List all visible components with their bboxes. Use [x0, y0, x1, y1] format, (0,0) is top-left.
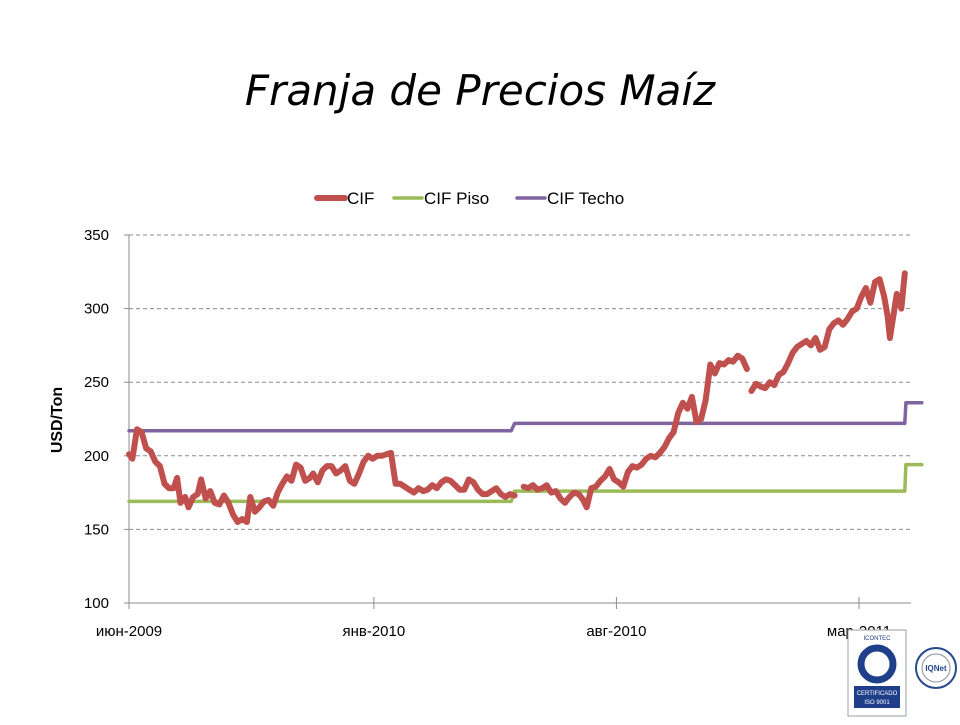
logos-svg: ICONTEC CERTIFICADO ISO 9001 IQNet: [847, 629, 957, 717]
legend-label: CIF Piso: [424, 189, 489, 208]
series-line-cif: [748, 270, 908, 394]
y-tick-label: 150: [84, 521, 109, 538]
axes: [124, 234, 911, 609]
series-line-cif: [126, 426, 518, 525]
series-lines: [126, 270, 924, 525]
y-tick-label: 300: [84, 301, 109, 318]
gridlines: [129, 234, 911, 530]
iqnet-text: IQNet: [925, 664, 947, 673]
slide-title: Franja de Precios Maíz: [244, 66, 716, 115]
y-tick-label: 200: [84, 448, 109, 465]
icontec-text: ICONTEC: [864, 636, 892, 642]
certification-logos: ICONTEC CERTIFICADO ISO 9001 IQNet: [846, 628, 960, 720]
legend-label: CIF: [347, 189, 374, 208]
series-line-cif: [520, 352, 750, 511]
x-tick-label: авг-2010: [586, 623, 646, 640]
icontec-iso-text: ISO 9001: [864, 700, 890, 706]
x-tick-label: июн-2009: [96, 623, 162, 640]
y-tick-label: 100: [84, 595, 109, 612]
y-tick-label: 250: [84, 374, 109, 391]
y-axis-label: USD/Ton: [49, 387, 66, 453]
icontec-logo: ICONTEC CERTIFICADO ISO 9001: [847, 629, 907, 717]
series-line-cif-techo: [127, 401, 924, 433]
icontec-band: [854, 686, 900, 708]
y-tick-label: 350: [84, 227, 109, 244]
y-tick-labels: 100 150 200 250 300 350: [84, 227, 109, 612]
legend: CIF CIF Piso CIF Techo: [314, 189, 624, 208]
series-line-cif-piso: [127, 462, 924, 504]
icontec-emblem-icon: [857, 644, 897, 684]
x-tick-label: янв-2010: [342, 623, 405, 640]
icontec-certificado-text: CERTIFICADO: [857, 691, 898, 697]
iqnet-logo: IQNet: [915, 647, 957, 689]
legend-label: CIF Techo: [547, 189, 624, 208]
